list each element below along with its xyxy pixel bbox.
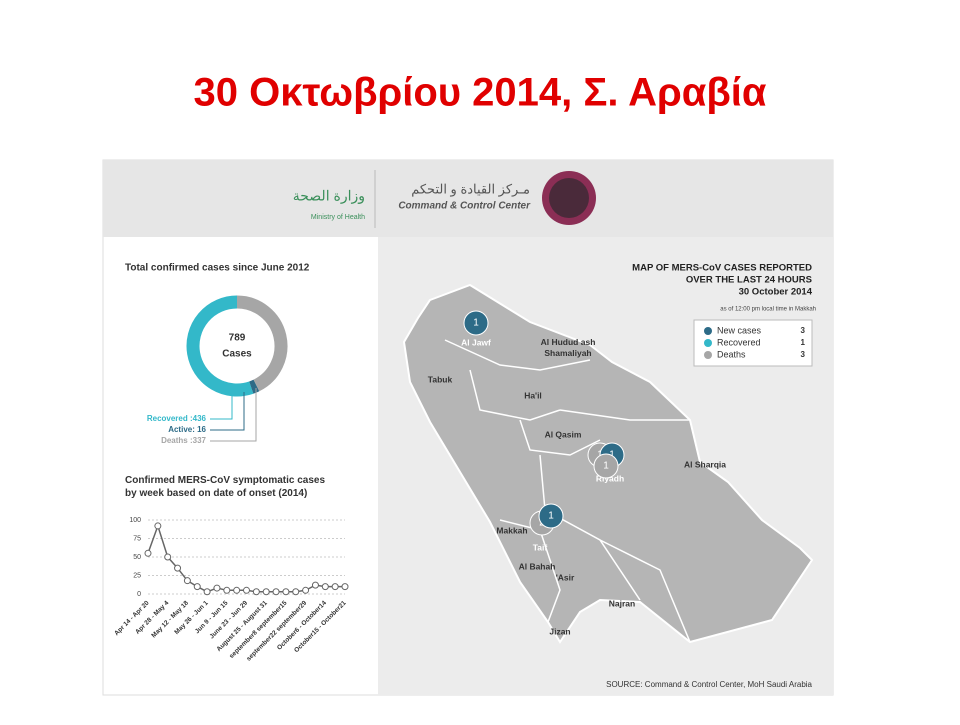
marker-number: 1 (473, 318, 479, 329)
line-point (203, 588, 211, 596)
map-note: as of 12:00 pm local time in Makkah (720, 307, 816, 313)
region-borders (444, 339, 691, 643)
ministry-en: Ministry of Health (311, 214, 365, 221)
region-label: Makkah (496, 525, 527, 535)
header-bar (103, 160, 833, 237)
legend-dot (704, 327, 712, 335)
donut-label: Recovered :436 (147, 414, 207, 423)
chart-title: Total confirmed cases since June 2012 (125, 263, 310, 274)
region-label: Ha'il (524, 390, 542, 400)
line-point (154, 522, 162, 530)
map-marker (538, 503, 564, 529)
leader-line (210, 388, 257, 442)
legend-name: Deaths (717, 349, 746, 359)
line-point (341, 583, 349, 591)
map-title: OVER THE LAST 24 HOURS (686, 275, 812, 286)
source: SOURCE: Command & Control Center, MoH Sa… (606, 680, 812, 689)
legend-count: 1 (801, 338, 806, 347)
line-point (292, 588, 300, 596)
legend-dot (704, 339, 712, 347)
legend-count: 3 (801, 350, 806, 359)
legend-name: Recovered (717, 337, 761, 347)
line-point (193, 583, 201, 591)
line-point (262, 588, 270, 596)
slide-title: 30 Οκτωβρίου 2014, Σ. Αραβία (194, 71, 767, 115)
map-marker (463, 310, 489, 336)
leader-line (210, 392, 245, 431)
legend-dot (704, 351, 712, 359)
region-label: Tabuk (428, 374, 453, 384)
logo-inner (549, 178, 589, 218)
legend-name: New cases (717, 325, 762, 335)
y-tick-label: 0 (137, 591, 141, 598)
line-point (302, 586, 310, 594)
map-title: MAP OF MERS-CoV CASES REPORTED (632, 263, 812, 274)
line-point (331, 583, 339, 591)
region-label: Taif (533, 542, 548, 552)
marker-number: 1 (603, 461, 609, 472)
donut-segment (186, 295, 254, 397)
line-point (311, 581, 319, 589)
region-label: Al Qasim (545, 429, 582, 439)
chart-title: Confirmed MERS-CoV symptomatic cases by w… (125, 475, 325, 499)
region-label: 'Asir (556, 572, 575, 582)
marker-number: 1 (548, 511, 554, 522)
center-ar: مـركز القيادة و التحكم (411, 181, 530, 197)
line-point (233, 586, 241, 594)
donut-label: Deaths :337 (161, 436, 206, 445)
donut-center-label: Cases (222, 349, 252, 360)
ministry-ar: وزارة الصحة (293, 188, 365, 205)
region-label: Riyadh (596, 473, 624, 483)
line-point (144, 549, 152, 557)
legend-count: 3 (801, 326, 806, 335)
line-point (183, 577, 191, 585)
line-point (282, 588, 290, 596)
donut-segment (249, 379, 260, 394)
line-point (174, 564, 182, 572)
donut-segment (236, 295, 288, 392)
region-label: Al Bahah (519, 561, 556, 571)
line-point (321, 583, 329, 591)
line-point (252, 588, 260, 596)
region-label: Al Jawf (461, 337, 491, 347)
leader-line (210, 396, 233, 420)
line-point (272, 588, 280, 596)
map-title: 30 October 2014 (739, 287, 813, 298)
region-label: Jizan (549, 626, 570, 636)
y-tick-label: 50 (133, 554, 141, 561)
center-en: Command & Control Center (398, 201, 531, 212)
donut-total: 789 (229, 333, 246, 344)
region-label: Al Hudud ash Shamaliyah (541, 337, 596, 358)
y-tick-label: 75 (133, 535, 141, 542)
line-point (164, 553, 172, 561)
line-point (243, 586, 250, 594)
y-tick-label: 25 (133, 572, 141, 579)
line-point (213, 584, 221, 592)
map-legend (693, 319, 813, 367)
donut-label: Active: 16 (168, 425, 206, 434)
map-marker (593, 453, 619, 479)
y-tick-label: 100 (129, 517, 141, 524)
region-label: Najran (609, 598, 635, 608)
region-label: Al Sharqia (684, 459, 726, 469)
marker-number: 1 (609, 450, 615, 461)
line-point (223, 586, 231, 594)
